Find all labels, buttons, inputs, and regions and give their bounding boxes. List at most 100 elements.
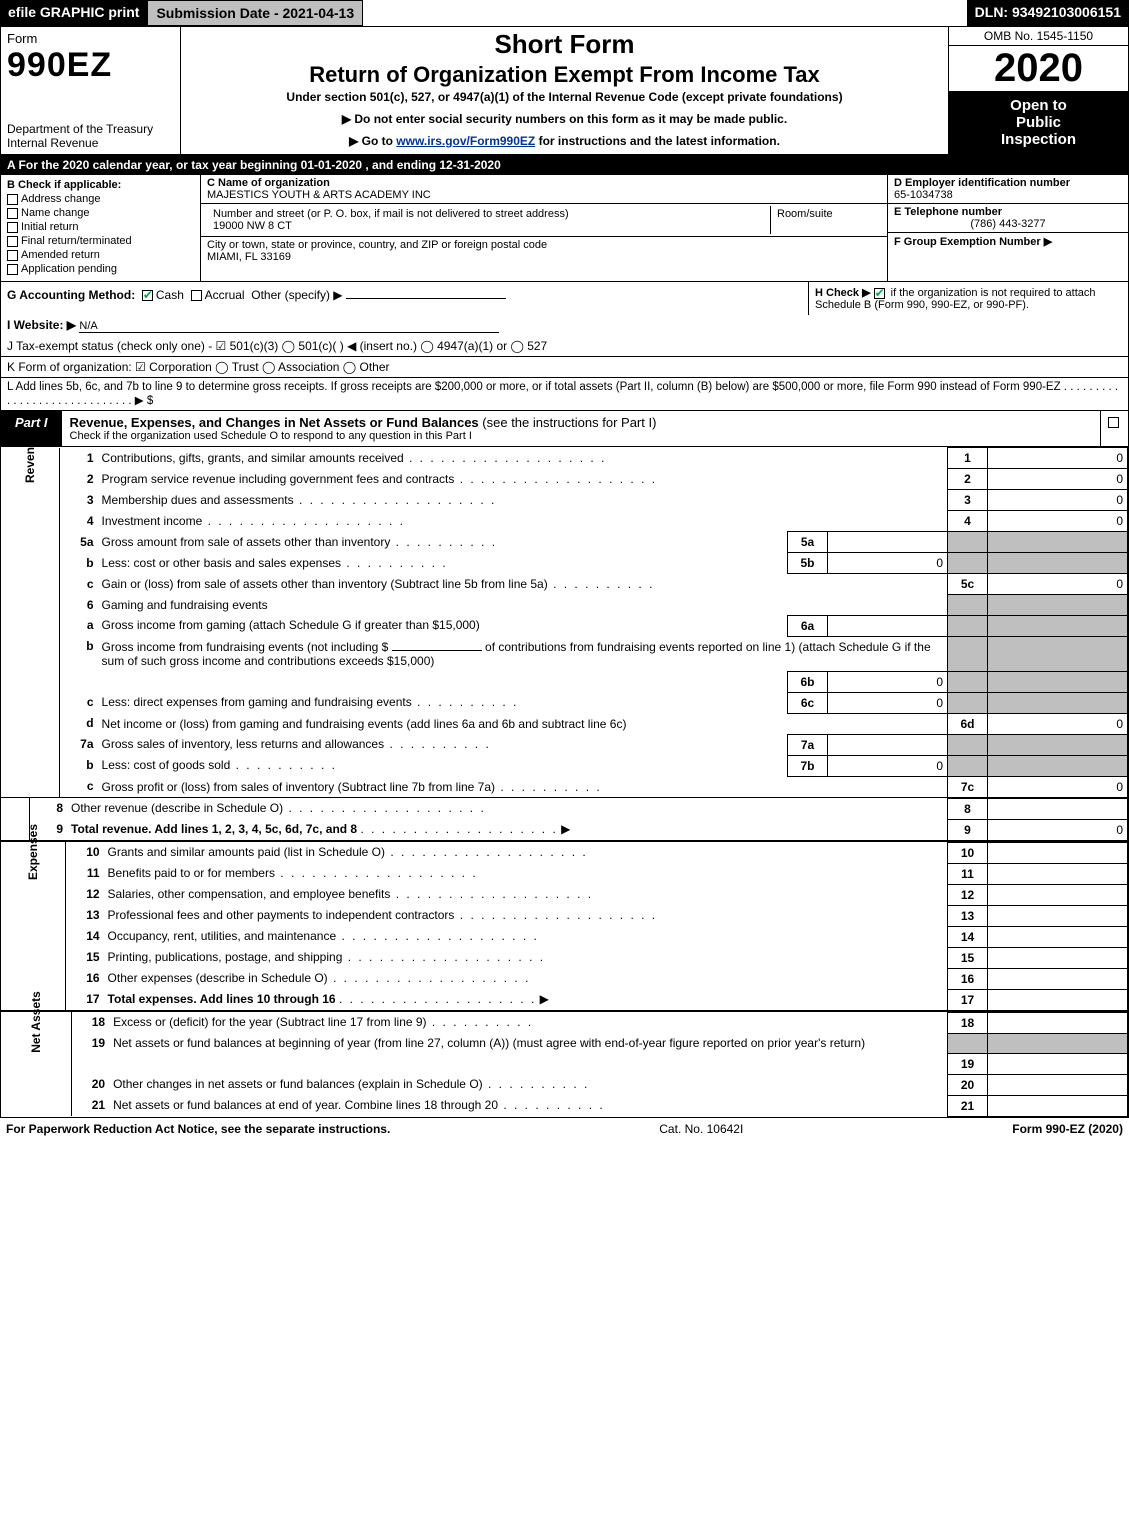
rlbl-8: 8 [948,798,988,819]
fundraising-contrib-input[interactable] [392,650,482,651]
line-15: Printing, publications, postage, and shi… [104,947,948,968]
entity-info-row: B Check if applicable: Address change Na… [1,175,1128,282]
rval-21 [988,1095,1128,1116]
line-5b: Less: cost or other basis and sales expe… [98,553,788,574]
inspect-3: Inspection [953,131,1124,148]
ck-application-pending[interactable]: Application pending [7,263,194,275]
line-5c: Gain or (loss) from sale of assets other… [98,574,948,595]
footer-right: Form 990-EZ (2020) [1012,1122,1123,1136]
greyv-6b [988,671,1128,692]
note-ssn: ▶ Do not enter social security numbers o… [185,112,944,126]
revenue-table: Revenue 1 Contributions, gifts, grants, … [1,447,1128,798]
greyv-6a [988,615,1128,636]
ck-cash[interactable] [142,290,153,301]
line-13: Professional fees and other payments to … [104,905,948,926]
lno-4: 4 [60,511,98,532]
line-7a: Gross sales of inventory, less returns a… [98,734,788,755]
line-6b-blank [98,671,788,692]
note-link-pre: ▶ Go to [349,134,396,148]
revenue-side-cont [1,798,29,841]
lno-5b: b [60,553,98,574]
line-2: Program service revenue including govern… [98,469,948,490]
lno-7b: b [60,755,98,776]
website: N/A [79,320,499,333]
netassets-side-label: Net Assets [1,1012,71,1116]
part-i-check-text: Check if the organization used Schedule … [70,430,1092,442]
org-name: MAJESTICS YOUTH & ARTS ACADEMY INC [207,189,431,201]
greyv-7a [988,734,1128,755]
rlbl-11: 11 [948,863,988,884]
rval-3: 0 [988,490,1128,511]
rlbl-10: 10 [948,842,988,863]
rlbl-20: 20 [948,1074,988,1095]
grey-7a [948,734,988,755]
greyv-5a [988,532,1128,553]
note-link-post: for instructions and the latest informat… [535,134,780,148]
open-public-inspection: Open to Public Inspection [949,91,1128,154]
other-specify-input[interactable] [346,298,506,299]
ck-schedule-b-not-required[interactable] [874,288,885,299]
efile-print-button[interactable]: efile GRAPHIC print [0,0,147,26]
dept-treasury: Department of the Treasury [7,122,174,136]
il-6c: 6c [788,692,828,713]
rval-9: 0 [988,819,1128,841]
ck-address-change[interactable]: Address change [7,193,194,205]
iv-5a [828,532,948,553]
ein: 65-1034738 [894,189,953,201]
box-c: C Name of organization MAJESTICS YOUTH &… [201,175,888,281]
row-g: G Accounting Method: Cash Accrual Other … [1,282,808,315]
ck-amended-return[interactable]: Amended return [7,249,194,261]
irs-link[interactable]: www.irs.gov/Form990EZ [396,134,535,148]
revenue-side-label: Revenue [1,448,60,798]
rval-16 [988,968,1128,989]
addr-label: Number and street (or P. O. box, if mail… [213,208,569,220]
netassets-table: Net Assets 18 Excess or (deficit) for th… [1,1012,1128,1117]
row-k: K Form of organization: ☑ Corporation ◯ … [1,356,1128,377]
ck-final-return[interactable]: Final return/terminated [7,235,194,247]
city-label: City or town, state or province, country… [207,239,547,251]
inspect-1: Open to [953,97,1124,114]
ck-accrual[interactable] [191,290,202,301]
rval-19 [988,1053,1128,1074]
lno-16: 16 [66,968,104,989]
rlbl-19: 19 [948,1053,988,1074]
rlbl-13: 13 [948,905,988,926]
line-11: Benefits paid to or for members [104,863,948,884]
lno-7a: 7a [60,734,98,755]
rlbl-1: 1 [948,448,988,469]
rval-2: 0 [988,469,1128,490]
greyv-6c [988,692,1128,713]
lno-17: 17 [66,989,104,1011]
rval-6d: 0 [988,713,1128,734]
group-exemption-label: F Group Exemption Number ▶ [894,236,1052,248]
line-17: Total expenses. Add lines 10 through 16 … [104,989,948,1011]
part-i-checkbox[interactable] [1100,411,1128,446]
lno-6: 6 [60,595,98,616]
ck-name-change[interactable]: Name change [7,207,194,219]
form-header: Form 990EZ Department of the Treasury In… [1,27,1128,155]
grey-6 [948,595,988,616]
ck-initial-return[interactable]: Initial return [7,221,194,233]
rlbl-3: 3 [948,490,988,511]
lno-8: 8 [29,798,67,819]
form-label: Form [7,31,37,46]
il-5b: 5b [788,553,828,574]
submission-date: Submission Date - 2021-04-13 [147,0,363,26]
revenue-table-2: 8 Other revenue (describe in Schedule O)… [1,798,1128,842]
lno-14: 14 [66,926,104,947]
grey-6a [948,615,988,636]
iv-6a [828,615,948,636]
line-1: Contributions, gifts, grants, and simila… [98,448,948,469]
grey-6b-top [948,636,988,671]
lno-6a: a [60,615,98,636]
rval-12 [988,884,1128,905]
rval-7c: 0 [988,776,1128,797]
line-12: Salaries, other compensation, and employ… [104,884,948,905]
lno-6b-blank [60,671,98,692]
line-3: Membership dues and assessments [98,490,948,511]
room-label: Room/suite [777,208,833,220]
lno-6d: d [60,713,98,734]
phone-label: E Telephone number [894,206,1002,218]
footer-cat: Cat. No. 10642I [659,1122,743,1136]
other-specify: Other (specify) ▶ [251,288,342,302]
